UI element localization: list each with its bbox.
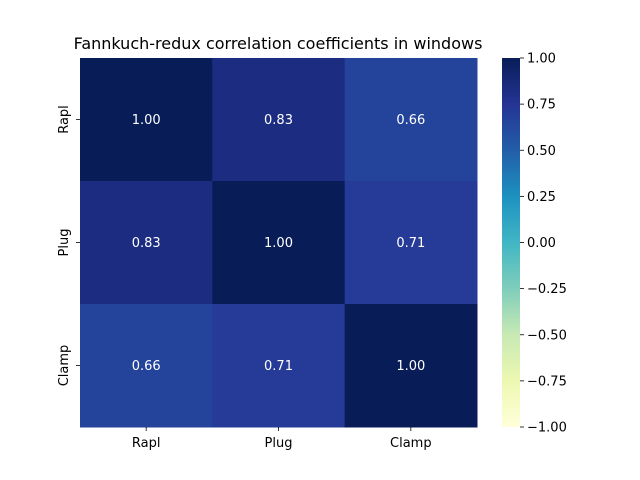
x-tick-label: Clamp	[390, 436, 432, 451]
colorbar	[502, 58, 520, 427]
x-axis-tick-labels: Rapl Plug Clamp	[132, 427, 432, 451]
heatmap-cell	[80, 304, 213, 428]
cell-value-label: 0.83	[132, 236, 161, 251]
colorbar-tick-label: 0.25	[527, 190, 556, 205]
y-axis-tick-labels: Rapl Plug Clamp	[57, 105, 80, 386]
colorbar-tick-label: −0.50	[527, 328, 567, 343]
colorbar-tick-label: −0.25	[527, 282, 567, 297]
chart-title: Fannkuch-redux correlation coefficients …	[74, 34, 483, 53]
heatmap-cell	[212, 58, 346, 182]
cell-value-label: 0.83	[264, 113, 293, 128]
cell-value-label: 0.66	[132, 359, 161, 374]
cell-value-label: 1.00	[396, 359, 425, 374]
cell-value-label: 0.71	[396, 236, 425, 251]
cell-value-label: 0.66	[396, 113, 425, 128]
heatmap-cell	[80, 181, 213, 305]
heatmap-cell	[212, 304, 346, 428]
y-tick-label: Plug	[57, 229, 72, 257]
colorbar-tick-label: −1.00	[527, 421, 567, 436]
heatmap-cell	[344, 181, 478, 305]
colorbar-tick-label: 0.50	[527, 144, 556, 159]
x-tick-label: Rapl	[132, 436, 161, 451]
heatmap-cell	[212, 181, 346, 305]
colorbar-tick-label: −0.75	[527, 374, 567, 389]
colorbar-tick-label: 1.00	[527, 52, 556, 67]
cell-value-label: 0.71	[264, 359, 293, 374]
colorbar-tick-label: 0.00	[527, 236, 556, 251]
cell-value-label: 1.00	[264, 236, 293, 251]
y-tick-label: Rapl	[57, 105, 72, 134]
heatmap-cell	[80, 58, 213, 182]
colorbar-tick-label: 0.75	[527, 98, 556, 113]
heatmap-cell	[344, 304, 478, 428]
y-tick-label: Clamp	[57, 345, 72, 387]
x-tick-label: Plug	[265, 436, 293, 451]
cell-value-label: 1.00	[132, 113, 161, 128]
heatmap-cells: 1.00 0.83 0.66 0.83 1.00 0.71 0.66 0.71 1.00	[80, 58, 478, 428]
colorbar-tick-labels: 1.00 0.75 0.50 0.25 0.00 −0.25 −0.50 −0.75 −1.00	[520, 52, 567, 436]
heatmap-cell	[344, 58, 478, 182]
